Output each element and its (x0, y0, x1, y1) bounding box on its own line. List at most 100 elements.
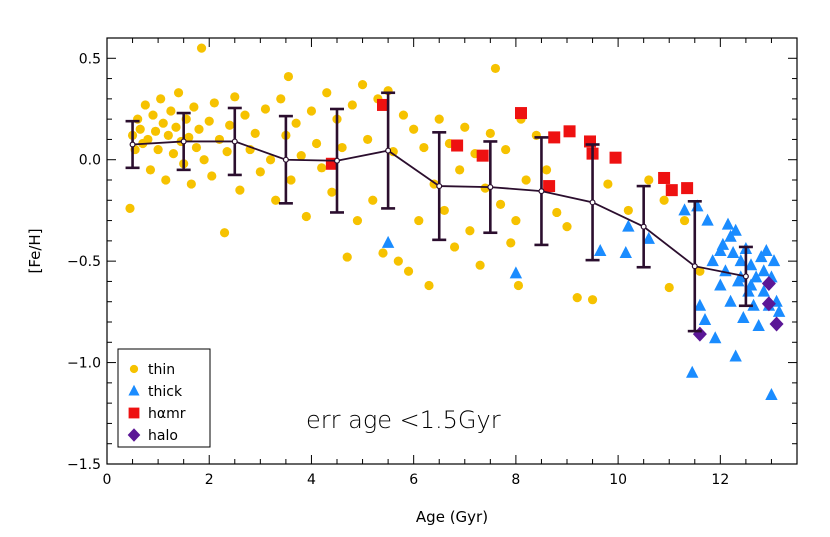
thin-point (679, 215, 690, 226)
thin-point (409, 124, 419, 134)
thin-point (347, 100, 357, 110)
thick-point (765, 388, 778, 401)
y-tick-label: −1.5 (67, 457, 101, 473)
thin-point (460, 122, 470, 132)
thin-point (199, 155, 209, 165)
thin-point (311, 138, 322, 149)
hamr-point (451, 139, 464, 152)
trend-layer (125, 91, 753, 333)
thin-point (301, 211, 311, 222)
thick-point (619, 246, 632, 259)
thick-point (760, 244, 773, 256)
thin-point (222, 147, 232, 157)
trend-point (436, 183, 443, 190)
x-tick-label: 2 (205, 472, 214, 488)
thin-point (495, 199, 506, 209)
thin-point (125, 203, 135, 213)
thick-point (698, 312, 712, 325)
y-tick-label: 0.5 (79, 51, 101, 67)
thin-point (153, 144, 163, 155)
thick-point (509, 266, 523, 279)
thin-point (271, 195, 281, 205)
thin-point (145, 165, 156, 175)
thin-point (161, 175, 171, 185)
legend-marker-thick (128, 384, 140, 396)
thick-point (734, 270, 747, 283)
thick-point (744, 278, 758, 291)
thin-point (378, 248, 388, 258)
trend-point (282, 156, 289, 163)
thin-point (255, 167, 265, 177)
trend-point (640, 223, 647, 230)
thick-point (749, 270, 763, 283)
thick-point (721, 217, 735, 230)
thin-point (219, 228, 230, 238)
thin-point (403, 266, 414, 276)
legend-marker-hamr (128, 407, 140, 419)
thin-point (465, 226, 475, 236)
thin-point (587, 295, 598, 305)
thin-point (439, 205, 449, 216)
thin-point (449, 242, 460, 252)
thin-point (511, 215, 521, 226)
thin-point (296, 151, 306, 161)
thin-point (156, 94, 166, 104)
thin-point (357, 80, 368, 90)
thick-point (719, 264, 732, 277)
thick-point (726, 246, 740, 259)
thin-point (398, 110, 409, 120)
thick-point (755, 250, 768, 263)
thick-point (729, 349, 742, 362)
thin-point (485, 128, 495, 138)
thin-point (196, 43, 207, 53)
thin-point (204, 116, 214, 126)
thin-point (424, 280, 434, 291)
thin-point (260, 104, 271, 114)
thick-point (714, 244, 727, 256)
hamr-point (548, 131, 561, 144)
thick-point (767, 254, 781, 267)
thick-point (772, 304, 786, 317)
thick-point (729, 223, 742, 236)
trend-point (231, 138, 238, 145)
thin-point (230, 92, 240, 102)
thin-point (143, 134, 153, 145)
thin-point (235, 185, 245, 195)
thick-point (752, 319, 765, 332)
halo-point (769, 316, 784, 332)
thin-point (506, 238, 516, 248)
thin-point (572, 293, 582, 303)
thin-point (327, 187, 337, 197)
x-tick-label: 0 (103, 472, 112, 488)
thin-point (140, 100, 150, 110)
thin-point (207, 171, 217, 181)
halo-point (761, 275, 776, 291)
hamr-point (515, 107, 527, 120)
thin-point (166, 106, 176, 116)
thin-point (209, 98, 219, 108)
tick-layer: 0 2 4 6 8 10 12 0.5 0.0 −0.5 −1.0 −1.5 (67, 37, 798, 488)
trend-point (589, 199, 596, 206)
thin-point (695, 266, 705, 276)
thin-point (434, 114, 444, 124)
legend-label-thin: thin (148, 362, 175, 378)
x-tick-label: 4 (307, 472, 316, 488)
thin-point (317, 163, 327, 173)
thick-point (622, 219, 635, 232)
trend-point (385, 147, 392, 154)
thin-point (664, 282, 674, 293)
thick-point (701, 213, 714, 226)
thin-point (352, 215, 363, 226)
thin-point (283, 71, 294, 82)
y-tick-label: −1.0 (67, 356, 101, 372)
thin-point (306, 106, 317, 116)
legend-marker-halo (127, 428, 141, 442)
y-tick-label: 0.0 (79, 153, 101, 169)
thick-point (747, 298, 760, 311)
thin-point (603, 179, 613, 189)
thin-point (480, 183, 490, 193)
x-tick-label: 10 (609, 472, 627, 488)
thin-point (265, 155, 276, 165)
thin-point (562, 222, 572, 232)
